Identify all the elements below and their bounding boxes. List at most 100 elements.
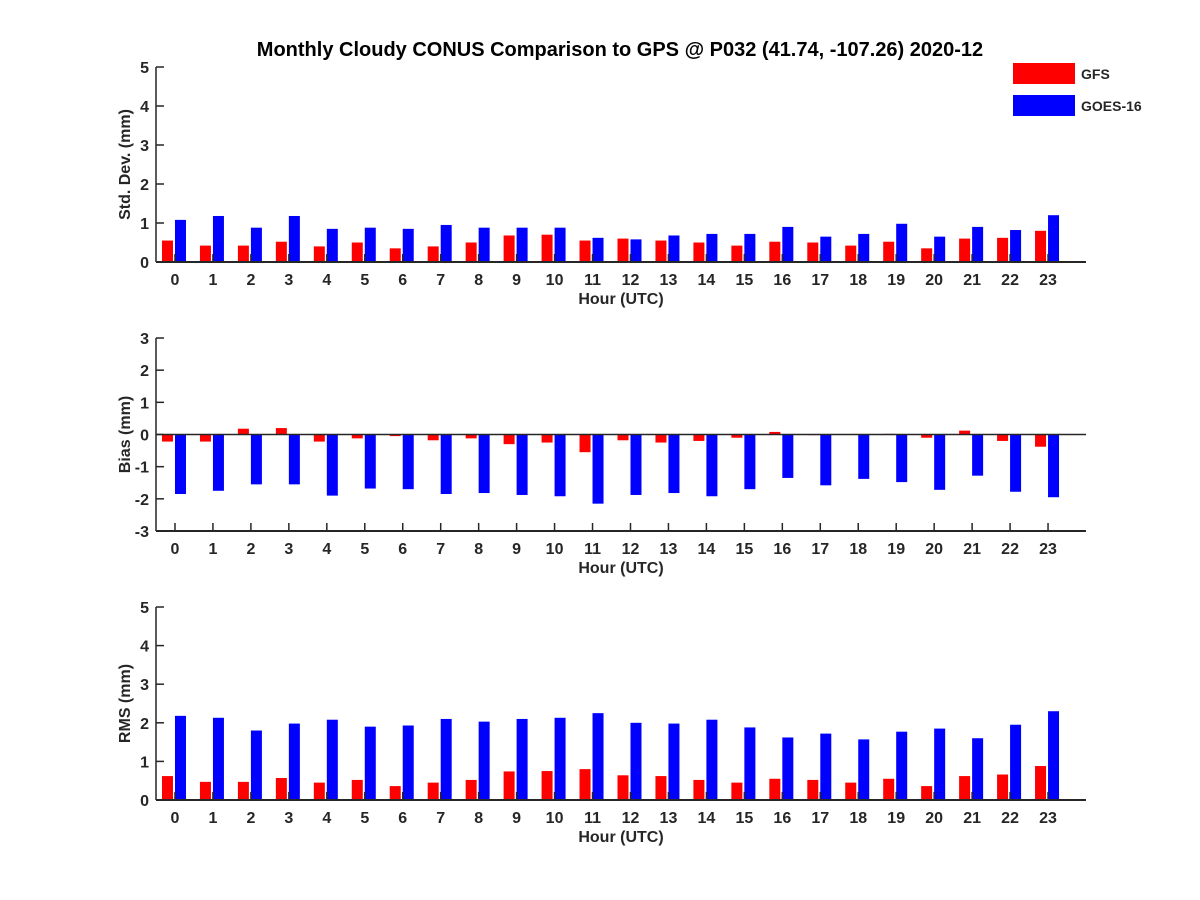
x-tick-label: 3: [284, 541, 293, 558]
bar-gfs-hour-0: [161, 240, 173, 262]
bar-goes-16-hour-2: [250, 227, 262, 262]
x-tick-label: 7: [436, 810, 445, 827]
bar-gfs-hour-22: [997, 774, 1009, 800]
bar-goes-16-hour-10: [554, 717, 566, 800]
bar-gfs-hour-5: [351, 242, 363, 262]
x-tick-label: 6: [398, 272, 407, 289]
bar-gfs-hour-1: [199, 434, 211, 442]
bar-goes-16-hour-14: [706, 719, 718, 800]
bar-gfs-hour-14: [693, 779, 705, 800]
x-tick-label: 22: [1001, 541, 1019, 558]
x-tick-label: 23: [1039, 810, 1057, 827]
y-tick-label: -3: [135, 524, 149, 541]
x-tick-label: 22: [1001, 272, 1019, 289]
bar-goes-16-hour-19: [896, 223, 908, 262]
x-tick-label: 2: [246, 810, 255, 827]
bar-goes-16-hour-14: [706, 233, 718, 262]
bar-goes-16-hour-22: [1010, 230, 1022, 262]
bar-goes-16-hour-15: [744, 727, 756, 800]
bar-gfs-hour-20: [921, 248, 933, 262]
bar-goes-16-hour-20: [934, 434, 946, 490]
x-tick-label: 11: [584, 541, 601, 558]
x-tick-label: 13: [660, 810, 678, 827]
bar-gfs-hour-19: [883, 241, 895, 262]
bar-goes-16-hour-11: [592, 237, 604, 262]
bar-gfs-hour-13: [655, 434, 667, 443]
bar-goes-16-hour-23: [1048, 434, 1060, 498]
bar-goes-16-hour-13: [668, 235, 680, 262]
x-tick-label: 1: [208, 541, 217, 558]
bar-gfs-hour-20: [921, 786, 933, 800]
bar-goes-16-hour-1: [212, 434, 224, 491]
x-tick-label: 8: [474, 272, 483, 289]
x-tick-label: 13: [660, 272, 678, 289]
x-tick-label: 9: [512, 810, 521, 827]
bar-gfs-hour-2: [237, 428, 249, 435]
y-tick-label: -1: [135, 460, 149, 477]
y-tick-label: 3: [140, 331, 149, 348]
bar-gfs-hour-4: [313, 434, 325, 442]
x-tick-label: 20: [925, 272, 943, 289]
bar-gfs-hour-3: [275, 428, 287, 435]
x-axis-label: Hour (UTC): [578, 829, 663, 846]
y-tick-label: 4: [140, 99, 149, 116]
bar-goes-16-hour-5: [364, 227, 376, 262]
bar-goes-16-hour-14: [706, 434, 718, 497]
bar-gfs-hour-12: [617, 238, 629, 262]
legend: GFS GOES-16: [1013, 63, 1142, 116]
bar-gfs-hour-17: [807, 242, 819, 262]
x-tick-label: 5: [360, 541, 369, 558]
x-tick-label: 12: [622, 810, 640, 827]
bar-goes-16-hour-19: [896, 731, 908, 800]
x-tick-label: 19: [887, 541, 905, 558]
x-tick-label: 16: [773, 541, 791, 558]
x-tick-label: 11: [584, 272, 601, 289]
bar-goes-16-hour-21: [972, 434, 984, 476]
bar-goes-16-hour-15: [744, 233, 756, 262]
bar-gfs-hour-15: [731, 782, 743, 800]
y-tick-label: 0: [140, 428, 149, 445]
x-tick-label: 15: [735, 272, 753, 289]
bar-gfs-hour-6: [389, 786, 401, 800]
bar-goes-16-hour-5: [364, 726, 376, 800]
bar-goes-16-hour-17: [820, 733, 832, 800]
bar-gfs-hour-11: [579, 769, 591, 800]
bar-gfs-hour-7: [427, 246, 439, 262]
bar-gfs-hour-12: [617, 775, 629, 800]
bar-goes-16-hour-8: [478, 434, 490, 494]
bar-goes-16-hour-7: [440, 718, 452, 800]
x-tick-label: 9: [512, 541, 521, 558]
bar-gfs-hour-4: [313, 246, 325, 262]
bar-gfs-hour-21: [959, 238, 971, 262]
x-tick-label: 2: [246, 541, 255, 558]
y-tick-label: 3: [140, 677, 149, 694]
x-tick-label: 20: [925, 810, 943, 827]
bar-gfs-hour-15: [731, 245, 743, 262]
bar-goes-16-hour-1: [212, 215, 224, 262]
bar-goes-16-hour-16: [782, 226, 794, 262]
bar-gfs-hour-18: [845, 245, 857, 262]
x-tick-label: 8: [474, 810, 483, 827]
bar-gfs-hour-14: [693, 434, 705, 441]
bar-gfs-hour-9: [503, 434, 515, 445]
x-tick-label: 14: [698, 541, 716, 558]
x-tick-label: 21: [963, 272, 981, 289]
bar-goes-16-hour-11: [592, 434, 604, 504]
bar-gfs-hour-7: [427, 434, 439, 441]
x-tick-label: 7: [436, 272, 445, 289]
x-tick-label: 1: [208, 810, 217, 827]
bar-gfs-hour-21: [959, 776, 971, 800]
bar-gfs-hour-22: [997, 434, 1009, 441]
bar-goes-16-hour-17: [820, 434, 832, 486]
bar-gfs-hour-6: [389, 434, 401, 437]
x-tick-label: 14: [698, 810, 716, 827]
y-tick-label: 5: [140, 60, 149, 77]
x-tick-label: 6: [398, 810, 407, 827]
x-tick-label: 15: [735, 541, 753, 558]
bar-goes-16-hour-3: [288, 723, 300, 800]
bar-goes-16-hour-16: [782, 434, 794, 478]
bar-goes-16-hour-3: [288, 434, 300, 485]
y-tick-label: -2: [135, 492, 149, 509]
